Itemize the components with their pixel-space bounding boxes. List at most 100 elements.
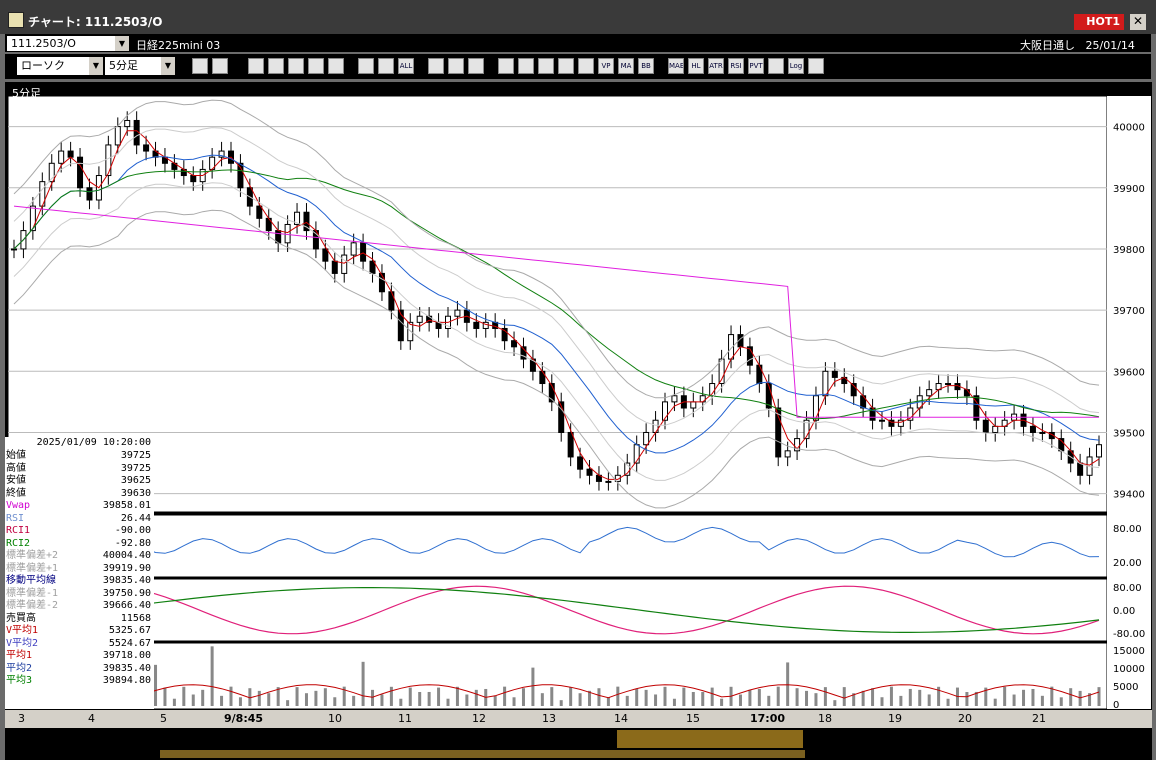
disabled-icon[interactable] [578,58,594,74]
bar-icon[interactable] [358,58,374,74]
pointer-icon[interactable] [268,58,284,74]
info-row: 平均1 39718.00 [5,650,154,663]
trash-icon[interactable] [328,58,344,74]
undo-icon[interactable] [288,58,304,74]
volume-bar [455,686,459,706]
y-tick-label: 39400 [1113,490,1145,501]
rsi-panel [7,514,1108,578]
volume-bar [682,687,686,706]
wrench-icon[interactable] [448,58,464,74]
info-value: 40004.40 [102,550,151,561]
export-icon[interactable] [808,58,824,74]
y-tick-label: 39500 [1113,428,1145,439]
volume-bar [871,688,875,706]
candle [341,254,348,274]
symbol-bar [5,34,1151,52]
close-icon[interactable]: ✕ [1130,14,1146,30]
market-session: 大阪日通し 25/01/14 [1020,39,1135,52]
crosshair-icon[interactable] [212,58,228,74]
indicator-ma-button[interactable]: MA [618,58,634,74]
overview-scrollbar[interactable] [5,728,1152,760]
chevron-down-icon[interactable]: ▼ [115,36,129,51]
y-tick-label: 15000 [1113,646,1145,657]
info-label: V平均1 [6,625,39,636]
clear-icon[interactable] [558,58,574,74]
palette-icon[interactable] [468,58,484,74]
draw-icon[interactable] [248,58,264,74]
info-label: 平均3 [6,675,33,686]
indicator-atr-button[interactable]: ATR [708,58,724,74]
chart-type-select[interactable]: ローソク ▼ [17,57,103,75]
candle [256,205,263,219]
gear-icon[interactable] [428,58,444,74]
download-icon[interactable] [498,58,514,74]
grid-icon[interactable] [538,58,554,74]
volume-bar [691,692,695,706]
volume-bar [333,697,337,706]
list-icon[interactable] [308,58,324,74]
candle [86,187,93,201]
zoom-icon[interactable] [192,58,208,74]
candle [520,346,527,360]
symbol-code-select[interactable]: 111.2503/O ▼ [7,36,129,51]
candle [822,370,829,397]
candle [501,327,508,342]
indicator-hl-button[interactable]: HL [688,58,704,74]
hot-badge[interactable]: HOT1 [1074,14,1124,30]
volume-bar [521,688,525,706]
title-bar[interactable]: チャート: 111.2503/O HOT1 ✕ [0,0,1156,34]
volume-panel [7,642,1108,710]
indicator-all-button[interactable]: ALL [398,58,414,74]
scroll-thumb[interactable] [617,730,803,748]
timeframe-select[interactable]: 5分足 ▼ [105,57,175,75]
info-value: 39630 [120,487,151,499]
candle [67,150,74,158]
y-axis-area [1107,96,1151,709]
x-tick-label: 21 [1032,712,1046,725]
info-label: 売買高 [6,612,36,624]
chevron-down-icon[interactable]: ▼ [161,57,175,75]
indicator-rsi-button[interactable]: RSI [728,58,744,74]
search-icon[interactable] [518,58,534,74]
volume-bar [389,686,393,706]
y-tick-label: 39600 [1113,367,1145,378]
indicator-mae-button[interactable]: MAE [668,58,684,74]
ma-long-line [13,169,1100,420]
volume-bar [1040,695,1044,706]
indicator-vp-button[interactable]: VP [598,58,614,74]
window-icon[interactable] [768,58,784,74]
info-value: 39858.01 [102,500,151,511]
volume-bar [1069,688,1073,706]
candle [218,150,225,158]
chevron-down-icon[interactable]: ▼ [89,57,103,75]
bar2-icon[interactable] [378,58,394,74]
volume-bar [654,694,658,706]
y-tick-label: 10000 [1113,664,1145,675]
volume-bar [361,661,365,706]
indicator-pvt-button[interactable]: PVT [748,58,764,74]
y-tick-label: 40000 [1113,123,1145,134]
candle [350,242,357,256]
info-row: 高値 39725 [5,463,154,476]
rci2-line [13,587,1100,633]
volume-bar [408,687,412,706]
info-value: -92.80 [114,537,151,549]
info-row: Vwap 39858.01 [5,500,154,513]
candle [114,126,121,146]
candle [48,162,55,183]
candle [831,370,838,378]
volume-bar [531,667,535,706]
candle [662,401,668,421]
candle [718,358,725,385]
info-row: 平均3 39894.80 [5,675,154,688]
volume-bar [861,690,865,706]
indicator-bb-button[interactable]: BB [638,58,654,74]
candle [982,419,989,433]
volume-bar [738,694,742,706]
x-tick-label: 5 [160,712,167,725]
indicator-log-button[interactable]: Log [788,58,804,74]
volume-bar [767,695,771,706]
volume-bar [238,697,242,706]
volume-bar [418,691,422,706]
